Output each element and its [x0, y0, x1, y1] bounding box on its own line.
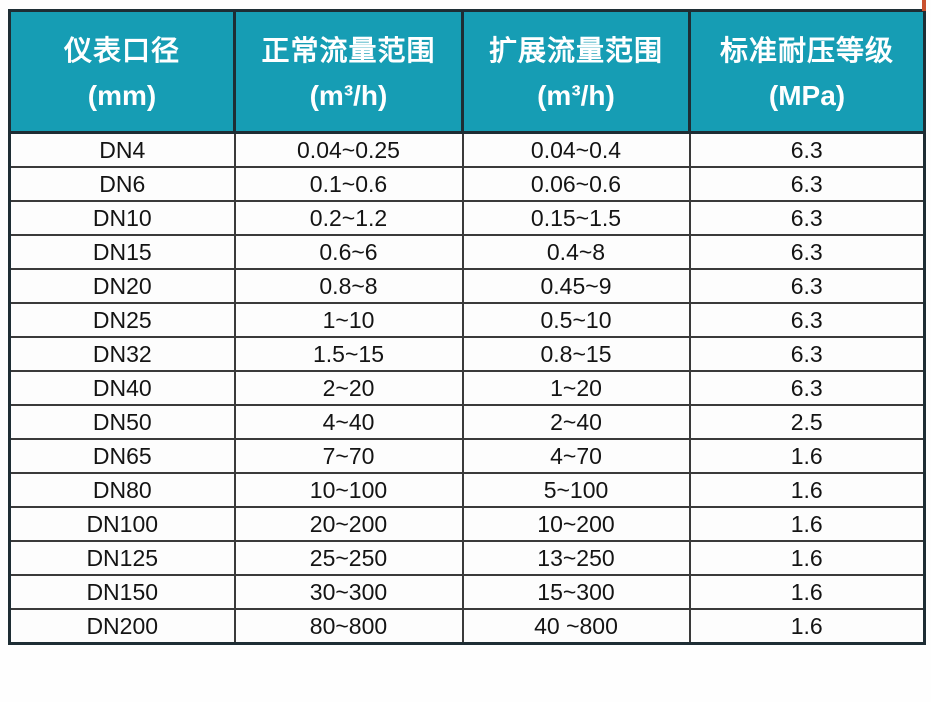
table-cell: 0.04~0.25	[233, 131, 464, 168]
table-cell: 6.3	[688, 166, 926, 202]
table-row: DN15 0.6~6 0.4~8 6.3	[8, 234, 926, 270]
table-row: DN6 0.1~0.6 0.06~0.6 6.3	[8, 166, 926, 202]
table-cell: 6.3	[688, 302, 926, 338]
table-cell: 10~100	[233, 472, 464, 508]
table-cell: 2.5	[688, 404, 926, 440]
table-cell: 4~70	[461, 438, 691, 474]
table-row: DN25 1~10 0.5~10 6.3	[8, 302, 926, 338]
table-row: DN80 10~100 5~100 1.6	[8, 472, 926, 508]
table-cell: 2~40	[461, 404, 691, 440]
table-body: DN4 0.04~0.25 0.04~0.4 6.3 DN6 0.1~0.6 0.06~0.…	[8, 131, 926, 645]
table-cell: 0.6~6	[233, 234, 464, 270]
table-cell: 0.8~8	[233, 268, 464, 304]
table-cell: 1~10	[233, 302, 464, 338]
header-unit: (MPa)	[768, 79, 846, 111]
table-cell: 10~200	[461, 506, 691, 542]
table-row: DN200 80~800 40 ~800 1.6	[8, 608, 926, 645]
table-cell: 13~250	[461, 540, 691, 576]
table-cell: DN100	[8, 506, 236, 542]
table-cell: 0.1~0.6	[233, 166, 464, 202]
cropped-red-annotation-fragment	[922, 0, 926, 11]
table-cell: DN4	[8, 131, 236, 168]
table-row: DN65 7~70 4~70 1.6	[8, 438, 926, 474]
table-cell: 1~20	[461, 370, 691, 406]
table-cell: DN15	[8, 234, 236, 270]
table-cell: DN125	[8, 540, 236, 576]
table-cell: 0.5~10	[461, 302, 691, 338]
table-row: DN50 4~40 2~40 2.5	[8, 404, 926, 440]
table-cell: 30~300	[233, 574, 464, 610]
table-cell: 1.6	[688, 438, 926, 474]
table-header: 仪表口径 (mm) 正常流量范围 (m³/h) 扩展流量范围 (m³/h) 标准…	[8, 9, 926, 134]
header-title: 仪表口径	[63, 34, 180, 66]
table-cell: 0.2~1.2	[233, 200, 464, 236]
table-cell: 1.6	[688, 608, 926, 645]
table-cell: 6.3	[688, 234, 926, 270]
header-unit: (mm)	[87, 79, 157, 111]
table-cell: 1.6	[688, 574, 926, 610]
table-cell: DN200	[8, 608, 236, 645]
table-cell: 15~300	[461, 574, 691, 610]
header-title: 扩展流量范围	[488, 34, 663, 66]
table-cell: 6.3	[688, 336, 926, 372]
table-cell: 0.4~8	[461, 234, 691, 270]
table-cell: DN50	[8, 404, 236, 440]
table-row: DN10 0.2~1.2 0.15~1.5 6.3	[8, 200, 926, 236]
table-cell: DN6	[8, 166, 236, 202]
table-cell: 6.3	[688, 200, 926, 236]
header-unit: (m³/h)	[309, 79, 388, 111]
header-title: 标准耐压等级	[719, 34, 894, 66]
column-header-pressure-rating: 标准耐压等级 (MPa)	[688, 9, 926, 134]
table-cell: 0.04~0.4	[461, 131, 691, 168]
table-cell: DN25	[8, 302, 236, 338]
table-cell: 1.6	[688, 472, 926, 508]
table-row: DN40 2~20 1~20 6.3	[8, 370, 926, 406]
table-cell: 2~20	[233, 370, 464, 406]
table-cell: 0.8~15	[461, 336, 691, 372]
table-row: DN100 20~200 10~200 1.6	[8, 506, 926, 542]
table-row: DN150 30~300 15~300 1.6	[8, 574, 926, 610]
table-cell: 6.3	[688, 370, 926, 406]
table-cell: 4~40	[233, 404, 464, 440]
table-cell: 1.6	[688, 540, 926, 576]
table-cell: 0.06~0.6	[461, 166, 691, 202]
table-cell: DN10	[8, 200, 236, 236]
table-cell: 25~250	[233, 540, 464, 576]
table-cell: DN150	[8, 574, 236, 610]
table-row: DN125 25~250 13~250 1.6	[8, 540, 926, 576]
flow-spec-table: 仪表口径 (mm) 正常流量范围 (m³/h) 扩展流量范围 (m³/h) 标准…	[8, 9, 926, 645]
column-header-diameter: 仪表口径 (mm)	[8, 9, 236, 134]
table-cell: 6.3	[688, 268, 926, 304]
header-row: 仪表口径 (mm) 正常流量范围 (m³/h) 扩展流量范围 (m³/h) 标准…	[8, 9, 926, 134]
table-row: DN32 1.5~15 0.8~15 6.3	[8, 336, 926, 372]
table-cell: 7~70	[233, 438, 464, 474]
header-unit: (m³/h)	[537, 79, 615, 111]
table-cell: 0.45~9	[461, 268, 691, 304]
table-cell: 1.6	[688, 506, 926, 542]
table-cell: 5~100	[461, 472, 691, 508]
table-cell: DN32	[8, 336, 236, 372]
table-cell: 1.5~15	[233, 336, 464, 372]
table-cell: DN20	[8, 268, 236, 304]
column-header-extended-flow: 扩展流量范围 (m³/h)	[461, 9, 691, 134]
column-header-normal-flow: 正常流量范围 (m³/h)	[233, 9, 464, 134]
table-row: DN4 0.04~0.25 0.04~0.4 6.3	[8, 131, 926, 168]
table-row: DN20 0.8~8 0.45~9 6.3	[8, 268, 926, 304]
table-cell: DN65	[8, 438, 236, 474]
table-cell: 20~200	[233, 506, 464, 542]
table-cell: DN40	[8, 370, 236, 406]
table-cell: 6.3	[688, 131, 926, 168]
table-cell: 40 ~800	[461, 608, 691, 645]
header-title: 正常流量范围	[261, 34, 436, 66]
table-cell: DN80	[8, 472, 236, 508]
table-cell: 0.15~1.5	[461, 200, 691, 236]
table-cell: 80~800	[233, 608, 464, 645]
